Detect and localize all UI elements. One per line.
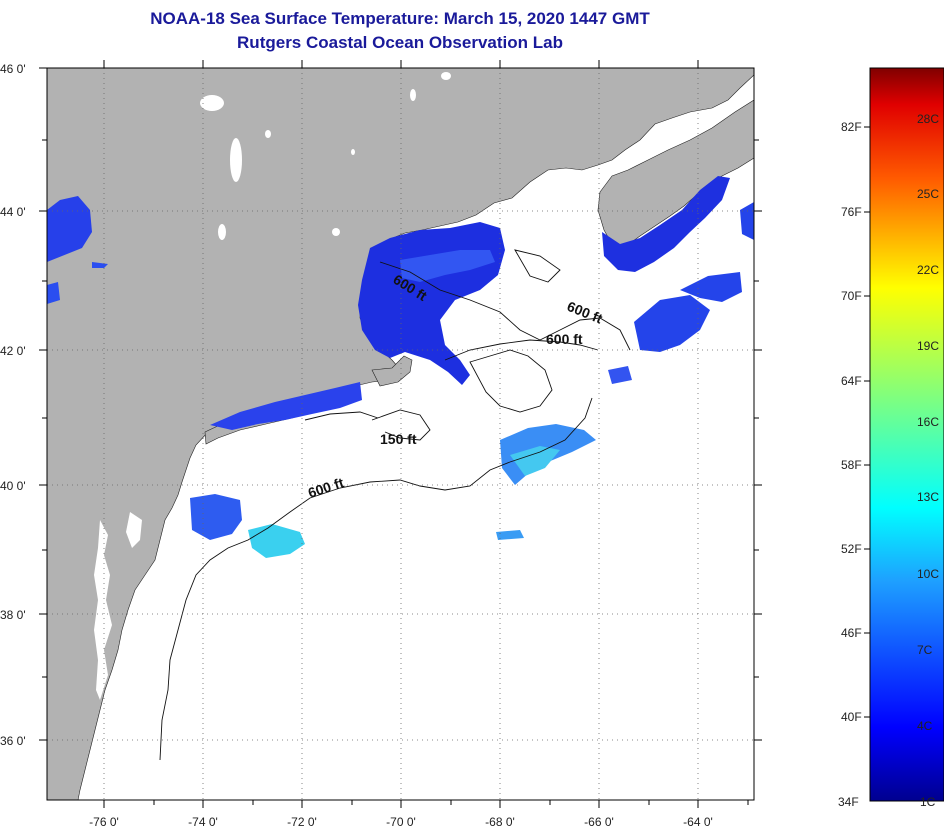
contour-600ft-shelf [159, 397, 593, 761]
bathymetry-contours [159, 249, 631, 761]
land-cape-cod [371, 355, 413, 387]
lat-label-42: 42 0' [0, 344, 26, 358]
contour-basin [514, 249, 561, 283]
sst-georges-cyan [510, 446, 560, 476]
colorbar-c-28: 28C [917, 112, 939, 126]
sst-scotian-shelf [634, 202, 754, 352]
sst-nj-cyan [248, 524, 305, 558]
colorbar-c-7: 7C [917, 643, 933, 657]
lon-label-76: -76 0' [89, 815, 119, 829]
colorbar-c-1: 1C [920, 795, 936, 809]
lon-label-74: -74 0' [188, 815, 218, 829]
colorbar-c-22: 22C [917, 263, 939, 277]
lakes [200, 72, 698, 240]
colorbar-c-10: 10C [917, 567, 939, 581]
lon-label-72: -72 0' [287, 815, 317, 829]
lat-label-40: 40 0' [0, 479, 26, 493]
axis-ticks [39, 60, 762, 808]
lon-label-68: -68 0' [485, 815, 515, 829]
lon-label-70: -70 0' [386, 815, 416, 829]
contour-150ft [304, 409, 431, 441]
colorbar-f-34: 34F [838, 795, 859, 809]
colorbar-f-46: 46F [841, 626, 862, 640]
graticule [47, 68, 754, 800]
lat-label-46: 46 0' [0, 62, 26, 76]
lon-label-64: -64 0' [683, 815, 713, 829]
sst-lake-bits [47, 262, 108, 304]
sst-gulf-of-maine-lighter [400, 250, 495, 282]
colorbar-f-52: 52F [841, 542, 862, 556]
colorbar-f-64: 64F [841, 374, 862, 388]
colorbar-c-25: 25C [917, 187, 939, 201]
sst-southern-new-england [210, 382, 362, 430]
sst-lake-ontario [47, 196, 92, 262]
bay-of-fundy [585, 142, 650, 182]
colorbar-f-58: 58F [841, 458, 862, 472]
lat-label-44: 44 0' [0, 205, 26, 219]
lat-label-36: 36 0' [0, 734, 26, 748]
map-subtitle: Rutgers Coastal Ocean Observation Lab [237, 33, 563, 52]
contour-label-150: 150 ft [380, 431, 417, 447]
colorbar-f-82: 82F [841, 120, 862, 134]
lon-label-66: -66 0' [584, 815, 614, 829]
colorbar-c-4: 4C [917, 719, 933, 733]
colorbar-f-70: 70F [841, 289, 862, 303]
colorbar-f-76: 76F [841, 205, 862, 219]
colorbar-c-19: 19C [917, 339, 939, 353]
map-panel[interactable]: 600 ft 600 ft 600 ft 150 ft 600 ft [47, 68, 754, 800]
colorbar-c-16: 16C [917, 415, 939, 429]
map-title: NOAA-18 Sea Surface Temperature: March 1… [150, 9, 650, 28]
colorbar-gradient [869, 67, 944, 802]
contour-600ft-georges [444, 339, 599, 361]
colorbar-f-40: 40F [841, 710, 862, 724]
contour-label-georges: 600 ft [546, 331, 583, 347]
delaware-bay [126, 512, 142, 548]
sst-small-patch [608, 366, 632, 384]
contour-600ft-gulf [379, 261, 631, 351]
sst-small-patch-2 [496, 530, 524, 540]
colorbar-f-ticks [864, 126, 870, 718]
colorbar-c-13: 13C [917, 490, 939, 504]
chesapeake-bay [94, 520, 112, 700]
lat-label-38: 38 0' [0, 608, 26, 622]
contour-inner [469, 349, 553, 413]
sst-nova-scotia-coast [602, 176, 730, 272]
colorbar: 82F 76F 70F 64F 58F 52F 46F 40F 34F 28C … [838, 67, 944, 809]
